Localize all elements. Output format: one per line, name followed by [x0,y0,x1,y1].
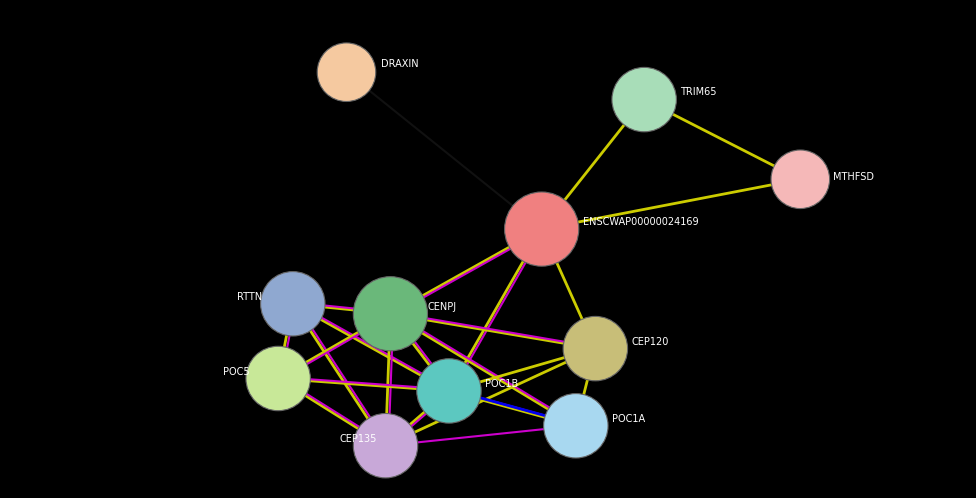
Ellipse shape [563,316,628,381]
Ellipse shape [246,346,310,411]
Ellipse shape [505,192,579,266]
Text: CENPJ: CENPJ [427,302,457,312]
Ellipse shape [612,67,676,132]
Text: POC1A: POC1A [612,414,645,424]
Text: CEP135: CEP135 [340,434,377,444]
Text: POC5: POC5 [223,367,249,377]
Ellipse shape [417,359,481,423]
Ellipse shape [317,43,376,102]
Text: DRAXIN: DRAXIN [381,59,419,69]
Text: TRIM65: TRIM65 [680,87,716,97]
Ellipse shape [353,413,418,478]
Text: CEP120: CEP120 [631,337,669,347]
Ellipse shape [771,150,830,209]
Ellipse shape [544,393,608,458]
Text: RTTN: RTTN [237,292,263,302]
Text: POC1B: POC1B [485,379,518,389]
Ellipse shape [261,271,325,336]
Text: ENSCWAP00000024169: ENSCWAP00000024169 [583,217,698,227]
Text: MTHFSD: MTHFSD [833,172,874,182]
Ellipse shape [353,277,427,351]
